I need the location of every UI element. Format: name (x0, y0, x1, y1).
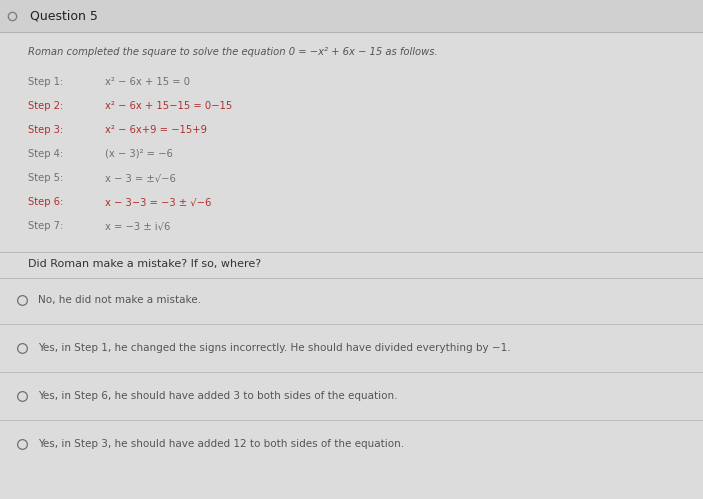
Text: x = −3 ± i√6: x = −3 ± i√6 (105, 221, 170, 231)
Text: Step 6:: Step 6: (28, 197, 63, 207)
Text: x² − 6x + 15−15 = 0−15: x² − 6x + 15−15 = 0−15 (105, 101, 232, 111)
Text: Roman completed the square to solve the equation 0 = −x² + 6x − 15 as follows.: Roman completed the square to solve the … (28, 47, 438, 57)
Text: Step 7:: Step 7: (28, 221, 63, 231)
Text: x² − 6x+9 = −15+9: x² − 6x+9 = −15+9 (105, 125, 207, 135)
Text: Yes, in Step 1, he changed the signs incorrectly. He should have divided everyth: Yes, in Step 1, he changed the signs inc… (38, 343, 510, 353)
Text: Step 3:: Step 3: (28, 125, 63, 135)
Text: x − 3 = ±√−6: x − 3 = ±√−6 (105, 173, 176, 183)
Text: Step 5:: Step 5: (28, 173, 63, 183)
Text: Step 2:: Step 2: (28, 101, 63, 111)
Bar (0, 0, 703, 32)
Text: (x − 3)² = −6: (x − 3)² = −6 (105, 149, 173, 159)
Text: Step 1:: Step 1: (28, 77, 63, 87)
Text: x − 3−3 = −3 ± √−6: x − 3−3 = −3 ± √−6 (105, 197, 212, 207)
Text: Yes, in Step 6, he should have added 3 to both sides of the equation.: Yes, in Step 6, he should have added 3 t… (38, 391, 397, 401)
Text: Yes, in Step 3, he should have added 12 to both sides of the equation.: Yes, in Step 3, he should have added 12 … (38, 439, 404, 449)
Text: Did Roman make a mistake? If so, where?: Did Roman make a mistake? If so, where? (28, 259, 261, 269)
Text: Step 4:: Step 4: (28, 149, 63, 159)
Text: Question 5: Question 5 (30, 9, 98, 22)
Text: No, he did not make a mistake.: No, he did not make a mistake. (38, 295, 201, 305)
Text: x² − 6x + 15 = 0: x² − 6x + 15 = 0 (105, 77, 190, 87)
